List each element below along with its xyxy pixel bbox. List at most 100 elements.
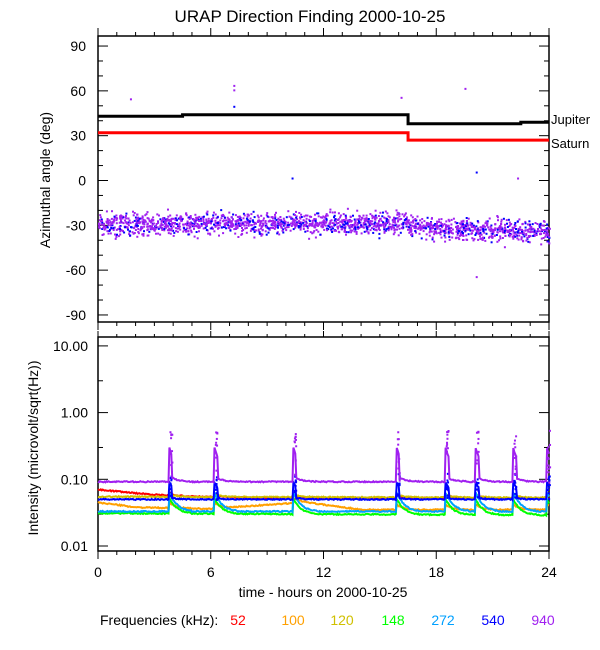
azimuth-point (229, 229, 232, 232)
azimuth-point (434, 230, 437, 233)
azimuth-point (224, 219, 227, 222)
azimuth-point (388, 226, 390, 228)
azimuth-point (535, 232, 538, 235)
azimuth-point (151, 219, 154, 222)
azimuth-point (532, 230, 535, 233)
azimuth-point (255, 229, 258, 232)
azimuth-point (518, 218, 521, 221)
azimuth-point (274, 217, 277, 220)
azimuth-point (288, 215, 291, 218)
azimuth-point (329, 208, 332, 211)
azimuth-point (115, 219, 118, 222)
azimuth-point (153, 229, 156, 232)
azimuth-point (196, 216, 199, 219)
intensity-spike-point (171, 450, 174, 453)
intensity-spike-point (294, 438, 297, 441)
legend-item-120: 120 (330, 612, 354, 628)
azimuth-point (326, 229, 329, 232)
azimuth-point (264, 224, 267, 227)
azimuth-point (363, 230, 366, 233)
azimuth-point (151, 226, 153, 229)
intensity-spike-point (513, 479, 516, 482)
intensity-spike-point (215, 485, 218, 488)
azimuth-point (467, 228, 470, 231)
azimuth-point (187, 230, 190, 233)
azimuth-point (119, 230, 122, 233)
azimuth-point (491, 236, 494, 239)
intensity-spike-point (294, 484, 297, 487)
azimuth-point (443, 231, 446, 234)
azimuth-point (200, 224, 203, 227)
azimuth-point (467, 217, 470, 220)
azimuth-point (411, 233, 414, 236)
azimuth-point (129, 230, 131, 233)
azimuth-point (192, 224, 195, 226)
intensity-spike-point (547, 488, 550, 491)
azimuth-point (280, 220, 283, 223)
azimuth-point (140, 225, 143, 228)
azimuth-point (383, 228, 386, 231)
azimuth-outlier (291, 177, 294, 180)
azimuth-point (288, 223, 291, 226)
azimuth-point (383, 222, 385, 225)
azimuth-point (539, 227, 542, 230)
azimuth-point (536, 223, 539, 225)
azimuth-point (265, 222, 268, 225)
azimuth-point (264, 220, 267, 223)
azimuth-point (403, 221, 406, 224)
intensity-series-148 (97, 495, 550, 518)
azimuth-point (261, 229, 264, 232)
azimuth-point (234, 223, 237, 226)
azimuth-point (185, 229, 188, 232)
azimuth-point (340, 225, 343, 228)
azimuth-point (294, 226, 297, 229)
azimuth-point (258, 231, 261, 234)
azimuth-point (322, 225, 325, 228)
azimuth-point (214, 213, 217, 216)
azimuth-point (464, 228, 467, 230)
azimuth-point (393, 229, 396, 232)
azimuth-point (195, 231, 198, 233)
azimuth-point (477, 232, 480, 235)
azimuth-point (457, 236, 460, 239)
intensity-spike-point (396, 493, 399, 496)
azimuth-point (347, 219, 349, 222)
azimuth-point (257, 228, 260, 231)
azimuth-point (314, 213, 316, 216)
azimuth-point (382, 224, 385, 227)
azimuth-point (279, 221, 282, 224)
intensity-spike-point (294, 489, 297, 492)
azimuth-point (543, 230, 546, 233)
azimuth-point (329, 211, 332, 214)
azimuth-point (154, 228, 157, 231)
azimuth-point (289, 222, 292, 225)
azimuth-point (147, 217, 150, 220)
azimuth-point (479, 231, 482, 234)
azimuth-point (364, 218, 367, 221)
intensity-spike-point (397, 431, 400, 434)
azimuth-point (136, 219, 139, 222)
intensity-spike-point (548, 486, 551, 489)
azimuth-point (117, 228, 120, 231)
azimuth-point (387, 221, 390, 224)
intensity-spike-point (513, 442, 516, 445)
azimuth-point (206, 210, 209, 213)
azimuth-point (243, 214, 246, 217)
azimuth-point (489, 225, 492, 228)
azimuth-point (171, 221, 174, 224)
azimuth-point (547, 226, 549, 229)
azimuth-point (407, 219, 410, 222)
azimuth-point (236, 215, 239, 218)
azimuth-point (525, 234, 528, 237)
azimuth-point (188, 217, 191, 220)
azimuth-point (375, 225, 378, 228)
azimuth-point (274, 215, 277, 218)
azimuth-point (284, 222, 287, 225)
azimuth-point (192, 218, 195, 220)
azimuth-point (358, 226, 361, 229)
azimuth-point (191, 224, 194, 227)
azimuth-point (384, 222, 387, 225)
azimuth-point (507, 230, 510, 233)
azimuth-point (292, 228, 295, 231)
azimuth-point (146, 222, 149, 225)
